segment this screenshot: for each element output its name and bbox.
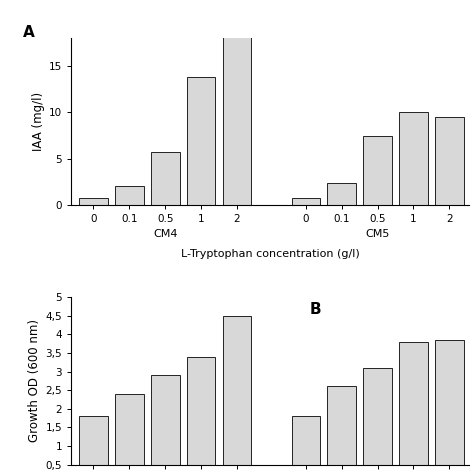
Bar — [399, 112, 428, 205]
Bar — [115, 394, 144, 474]
Bar — [222, 316, 251, 474]
Bar — [292, 416, 320, 474]
Y-axis label: IAA (mg/l): IAA (mg/l) — [32, 92, 45, 151]
Bar — [363, 368, 392, 474]
Bar — [187, 357, 215, 474]
Y-axis label: Growth OD (600 nm): Growth OD (600 nm) — [28, 319, 41, 442]
Text: CM5: CM5 — [365, 228, 390, 238]
Text: CM4: CM4 — [153, 228, 177, 238]
Bar — [435, 340, 464, 474]
Bar — [328, 183, 356, 205]
Bar — [363, 136, 392, 205]
Text: A: A — [23, 25, 35, 39]
Bar — [435, 117, 464, 205]
Bar — [187, 77, 215, 205]
Bar — [79, 416, 108, 474]
Bar — [328, 386, 356, 474]
Bar — [399, 342, 428, 474]
Bar — [292, 198, 320, 205]
Bar — [79, 198, 108, 205]
Bar — [222, 19, 251, 205]
Text: B: B — [310, 302, 322, 317]
Bar — [115, 186, 144, 205]
Bar — [151, 375, 180, 474]
Text: L-Tryptophan concentration (g/l): L-Tryptophan concentration (g/l) — [181, 249, 360, 259]
Bar — [151, 152, 180, 205]
